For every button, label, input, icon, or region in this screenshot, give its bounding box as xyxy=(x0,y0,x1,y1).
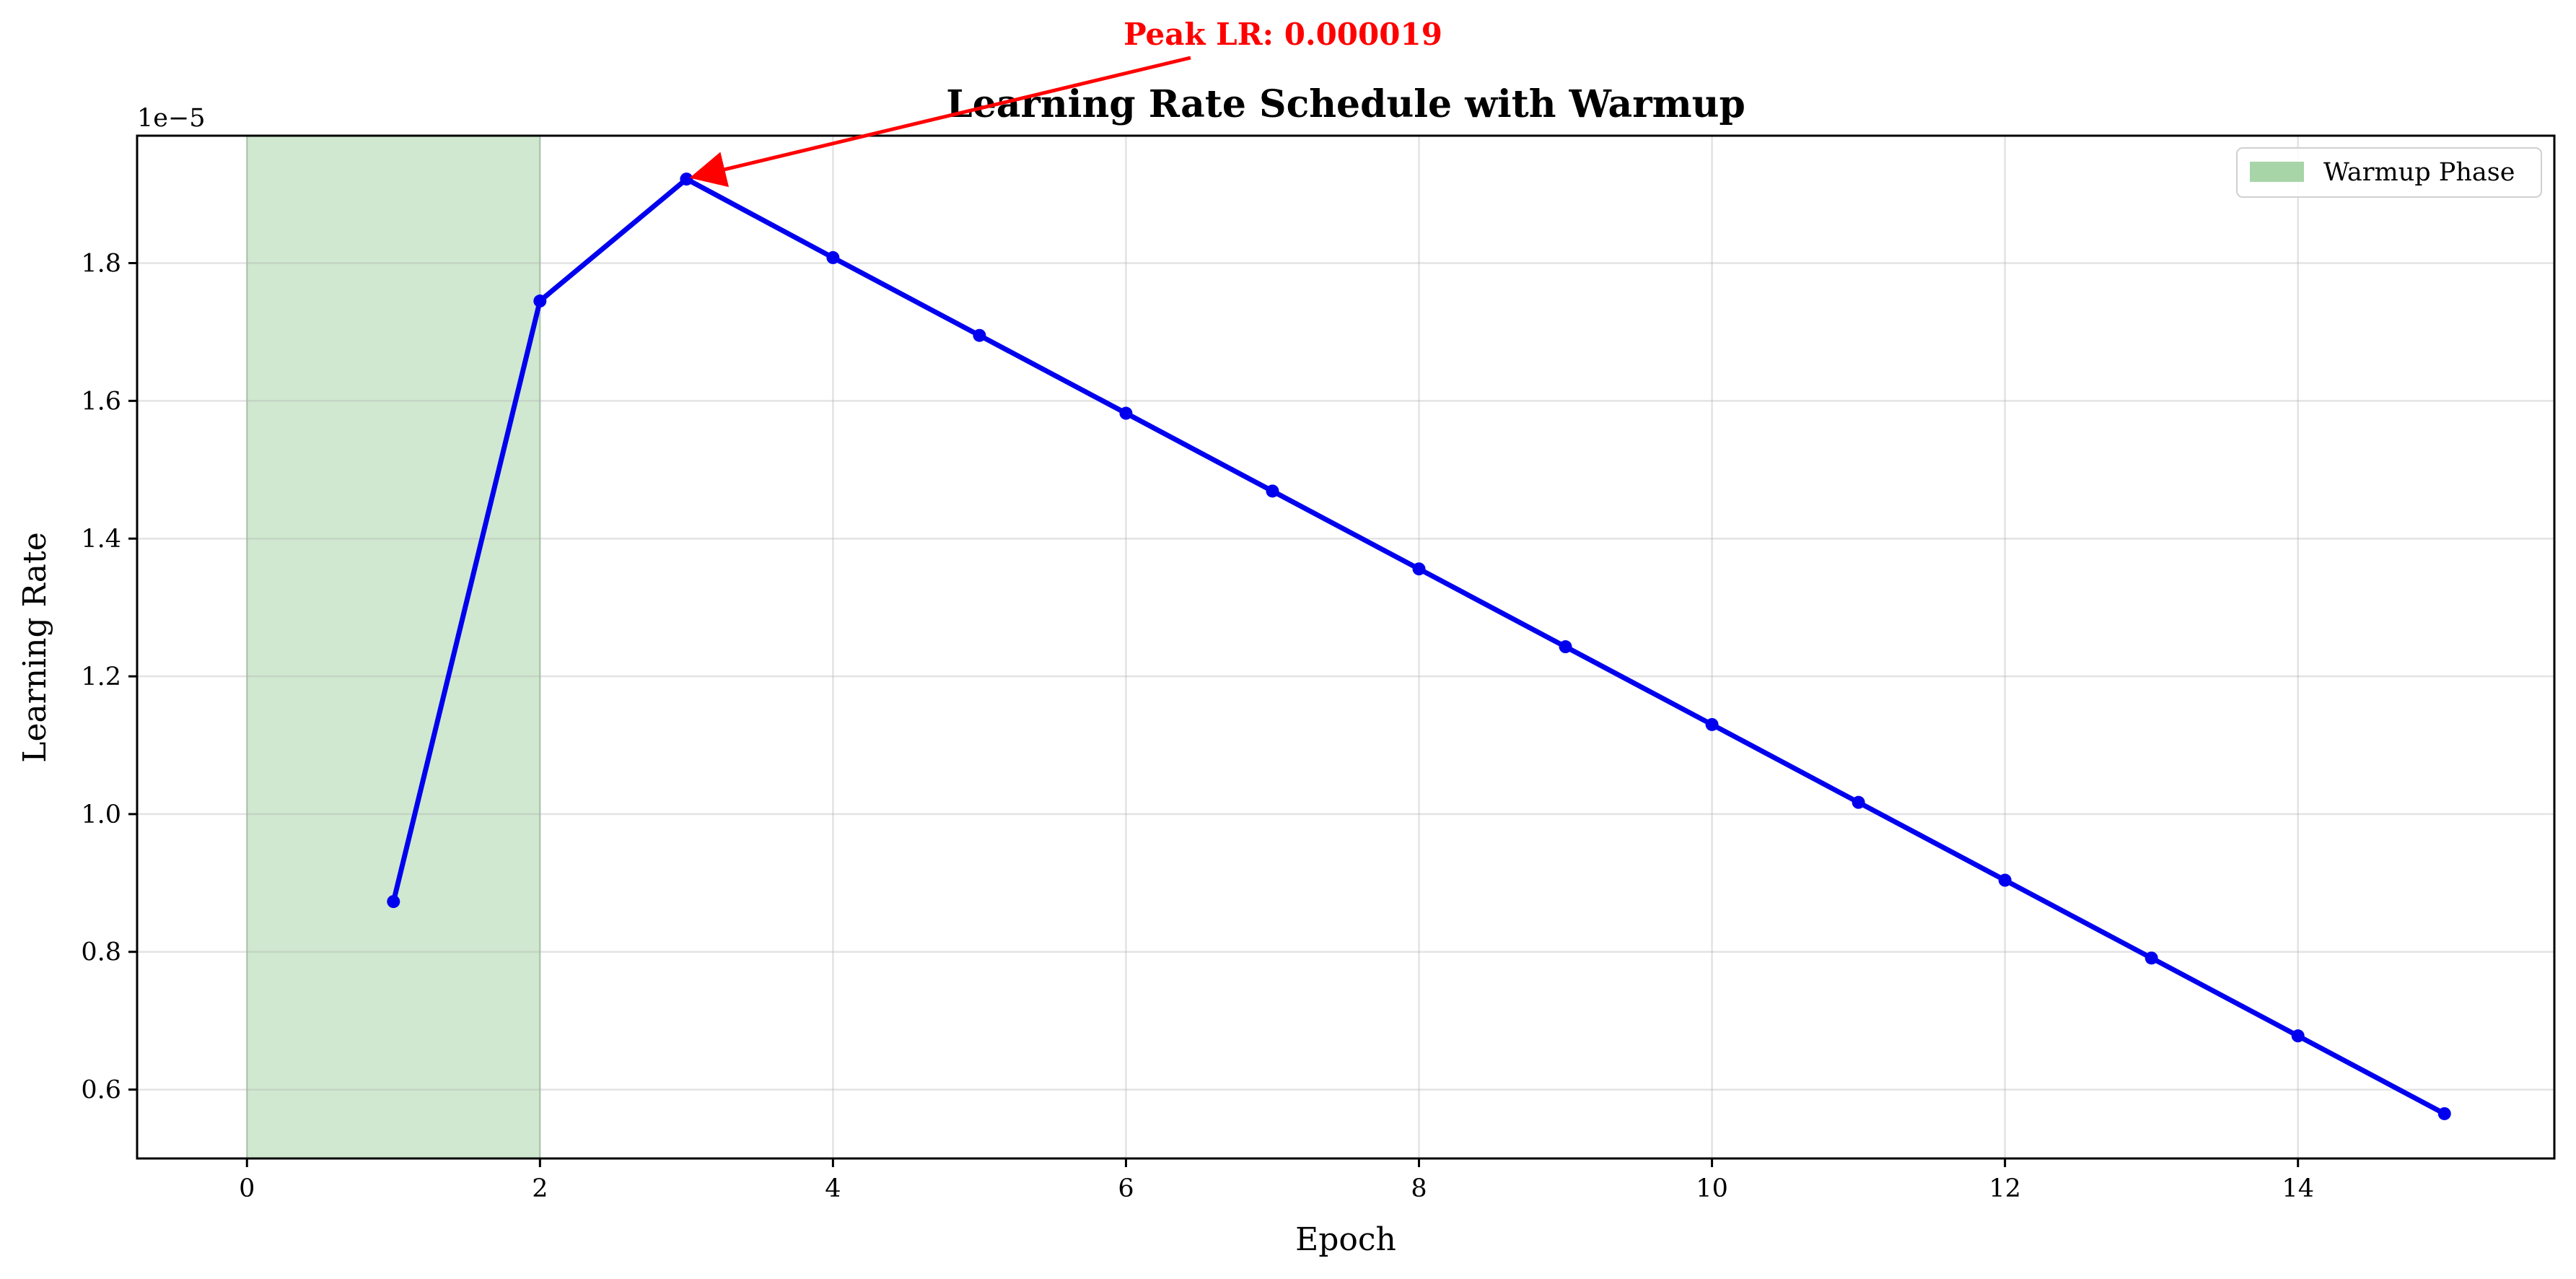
x-tick-label: 0 xyxy=(239,1174,255,1203)
x-tick-label: 6 xyxy=(1118,1174,1134,1203)
y-scale-label: 1e−5 xyxy=(137,104,206,133)
legend-label: Warmup Phase xyxy=(2323,158,2515,187)
lr-data-point xyxy=(2291,1029,2305,1043)
warmup-region xyxy=(246,135,541,1159)
lr-data-point xyxy=(1119,406,1133,420)
lr-data-point xyxy=(387,895,400,909)
peak-annotation: Peak LR: 0.000019 xyxy=(689,17,1442,188)
lr-data-point xyxy=(1852,795,1865,809)
x-axis-ticks: 0 2 4 6 8 10 12 14 xyxy=(239,1158,2314,1203)
legend: Warmup Phase xyxy=(2236,147,2542,198)
y-axis-ticks: 0.6 0.8 1.0 1.2 1.4 1.6 1.8 xyxy=(81,250,137,1105)
lr-data-point xyxy=(1412,562,1426,576)
lr-data-point xyxy=(826,250,840,264)
x-tick-label: 10 xyxy=(1696,1174,1728,1203)
lr-data-point xyxy=(973,328,986,342)
lr-data-point xyxy=(2145,951,2158,965)
y-tick-label: 0.8 xyxy=(81,938,121,967)
annotation-text: Peak LR: 0.000019 xyxy=(1123,17,1442,52)
lr-data-point xyxy=(1998,873,2012,887)
x-tick-label: 8 xyxy=(1411,1174,1427,1203)
x-tick-label: 12 xyxy=(1989,1174,2021,1203)
lr-data-point xyxy=(1266,484,1279,498)
y-tick-label: 1.2 xyxy=(81,663,121,691)
lr-data-point xyxy=(680,173,693,186)
x-tick-label: 4 xyxy=(825,1174,841,1203)
lr-data-point xyxy=(1705,717,1719,731)
x-tick-label: 2 xyxy=(532,1174,548,1203)
y-tick-label: 1.6 xyxy=(81,387,121,416)
lr-data-point xyxy=(1559,640,1572,654)
y-axis-label: Learning Rate xyxy=(17,532,53,763)
plot-area xyxy=(136,134,2556,1160)
chart-title: Learning Rate Schedule with Warmup xyxy=(946,82,1745,126)
x-tick-label: 14 xyxy=(2282,1174,2314,1203)
lr-data-point xyxy=(533,294,547,308)
legend-swatch xyxy=(2250,162,2304,182)
y-tick-label: 1.8 xyxy=(81,250,121,279)
legend-box xyxy=(2236,147,2542,198)
y-tick-label: 1.0 xyxy=(81,800,121,829)
y-tick-label: 0.6 xyxy=(81,1076,121,1105)
y-tick-label: 1.4 xyxy=(81,525,121,554)
x-axis-label: Epoch xyxy=(1295,1221,1396,1258)
annotation-arrow xyxy=(689,56,1191,188)
lr-data-point xyxy=(2437,1106,2451,1120)
plot-frame xyxy=(136,134,2556,1160)
